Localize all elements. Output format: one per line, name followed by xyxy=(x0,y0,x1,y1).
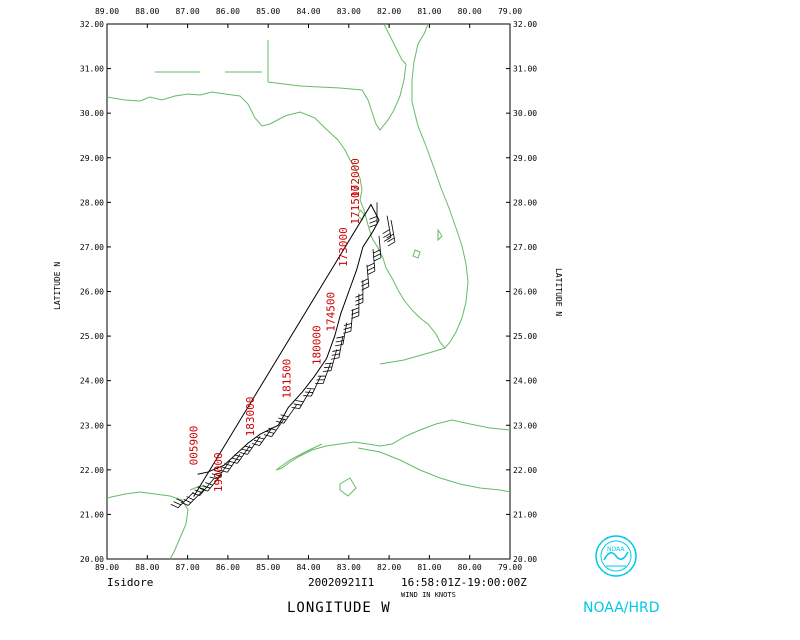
time-label: 171500 xyxy=(349,185,362,225)
lon-tick-top: 86.00 xyxy=(216,7,240,16)
wind-barb xyxy=(386,220,396,247)
lat-tick-right: 22.00 xyxy=(513,466,537,475)
lon-tick-top: 85.00 xyxy=(256,7,280,16)
lat-tick-right: 29.00 xyxy=(513,154,537,163)
wind-barb xyxy=(360,264,370,291)
lon-tick-top: 87.00 xyxy=(176,7,200,16)
lat-tick-left: 21.00 xyxy=(80,510,104,519)
lon-tick-bottom: 80.00 xyxy=(458,563,482,572)
lat-tick-right: 25.00 xyxy=(513,332,537,341)
wind-barb xyxy=(200,474,223,492)
lat-tick-right: 26.00 xyxy=(513,288,537,297)
lon-tick-bottom: 83.00 xyxy=(337,563,361,572)
lon-tick-top: 89.00 xyxy=(95,7,119,16)
lat-tick-right: 28.00 xyxy=(513,198,537,207)
wind-barb xyxy=(343,309,354,334)
wind-barb xyxy=(331,336,344,360)
time-label: 183000 xyxy=(244,397,257,437)
wind-barb xyxy=(239,436,261,455)
flight-track xyxy=(193,203,380,497)
lon-tick-bottom: 89.00 xyxy=(95,563,119,572)
lon-tick-top: 81.00 xyxy=(417,7,441,16)
lat-tick-right: 27.00 xyxy=(513,243,537,252)
y-axis-label-left: LATITUDE N xyxy=(53,262,62,310)
lat-tick-right: 31.00 xyxy=(513,65,537,74)
coastline xyxy=(106,23,511,560)
lat-tick-left: 26.00 xyxy=(80,288,104,297)
lat-tick-left: 30.00 xyxy=(80,109,104,118)
lat-tick-left: 32.00 xyxy=(80,20,104,29)
lon-tick-bottom: 85.00 xyxy=(256,563,280,572)
lon-tick-bottom: 79.00 xyxy=(498,563,522,572)
time-label: 172000 xyxy=(349,158,362,198)
lat-tick-left: 29.00 xyxy=(80,154,104,163)
lat-tick-left: 24.00 xyxy=(80,377,104,386)
lat-tick-right: 32.00 xyxy=(513,20,537,29)
lon-tick-top: 83.00 xyxy=(337,7,361,16)
wind-barb xyxy=(219,453,241,473)
time-label: 181500 xyxy=(280,359,293,399)
wind-barb xyxy=(263,418,285,437)
agency-label: NOAA/HRD xyxy=(583,600,660,616)
flight-date: 20020921I1 xyxy=(308,576,374,589)
plot-frame xyxy=(106,23,511,560)
wind-barb xyxy=(170,491,194,509)
lon-tick-top: 79.00 xyxy=(498,7,522,16)
wind-barb xyxy=(291,389,311,410)
lat-tick-left: 25.00 xyxy=(80,332,104,341)
wind-barb xyxy=(369,202,378,228)
lat-tick-left: 22.00 xyxy=(80,466,104,475)
time-label: 005900 xyxy=(188,426,201,466)
lat-tick-right: 30.00 xyxy=(513,109,537,118)
lat-tick-left: 23.00 xyxy=(80,421,104,430)
lat-tick-right: 20.00 xyxy=(513,555,537,564)
wind-barb xyxy=(229,445,251,464)
time-range: 16:58:01Z-19:00:00Z xyxy=(401,576,527,589)
axis-ticks: 89.00 89.00 88.00 88.00 87.00 87.00 86.00 86.00… xyxy=(80,7,537,572)
time-label: 174500 xyxy=(325,292,338,332)
lon-tick-bottom: 86.00 xyxy=(216,563,240,572)
lat-tick-left: 31.00 xyxy=(80,65,104,74)
wind-units-note: WIND IN KNOTS xyxy=(401,591,456,599)
wind-barb xyxy=(275,404,297,424)
time-label: 173000 xyxy=(337,227,350,267)
time-label: 180000 xyxy=(311,325,324,365)
wind-barb xyxy=(209,460,231,480)
y-axis-label-right: LATITUDE N xyxy=(554,268,563,316)
x-axis-label: LONGITUDE W xyxy=(287,600,391,616)
lat-tick-left: 28.00 xyxy=(80,198,104,207)
lon-tick-top: 84.00 xyxy=(296,7,320,16)
lat-tick-right: 24.00 xyxy=(513,377,537,386)
lon-tick-bottom: 88.00 xyxy=(135,563,159,572)
lat-tick-left: 27.00 xyxy=(80,243,104,252)
lat-tick-right: 23.00 xyxy=(513,421,537,430)
lon-tick-top: 88.00 xyxy=(135,7,159,16)
lon-tick-top: 80.00 xyxy=(458,7,482,16)
noaa-logo-icon: NOAA xyxy=(595,535,637,577)
wind-barb xyxy=(382,215,392,242)
wind-barb xyxy=(251,427,273,446)
wind-barbs xyxy=(170,202,396,509)
lon-tick-bottom: 81.00 xyxy=(417,563,441,572)
wind-barb xyxy=(372,235,382,262)
svg-text:NOAA: NOAA xyxy=(607,546,625,553)
lat-tick-left: 20.00 xyxy=(80,555,104,564)
storm-name: Isidore xyxy=(107,576,153,589)
wind-barb xyxy=(323,349,338,372)
wind-barb xyxy=(180,489,205,506)
wind-barb xyxy=(366,249,376,275)
lon-tick-bottom: 87.00 xyxy=(176,563,200,572)
track-line xyxy=(193,203,380,497)
lat-tick-right: 21.00 xyxy=(513,510,537,519)
lon-tick-top: 82.00 xyxy=(377,7,401,16)
lon-tick-bottom: 84.00 xyxy=(296,563,320,572)
wind-barb xyxy=(315,362,332,385)
time-label: 190000 xyxy=(212,452,225,492)
lon-tick-bottom: 82.00 xyxy=(377,563,401,572)
